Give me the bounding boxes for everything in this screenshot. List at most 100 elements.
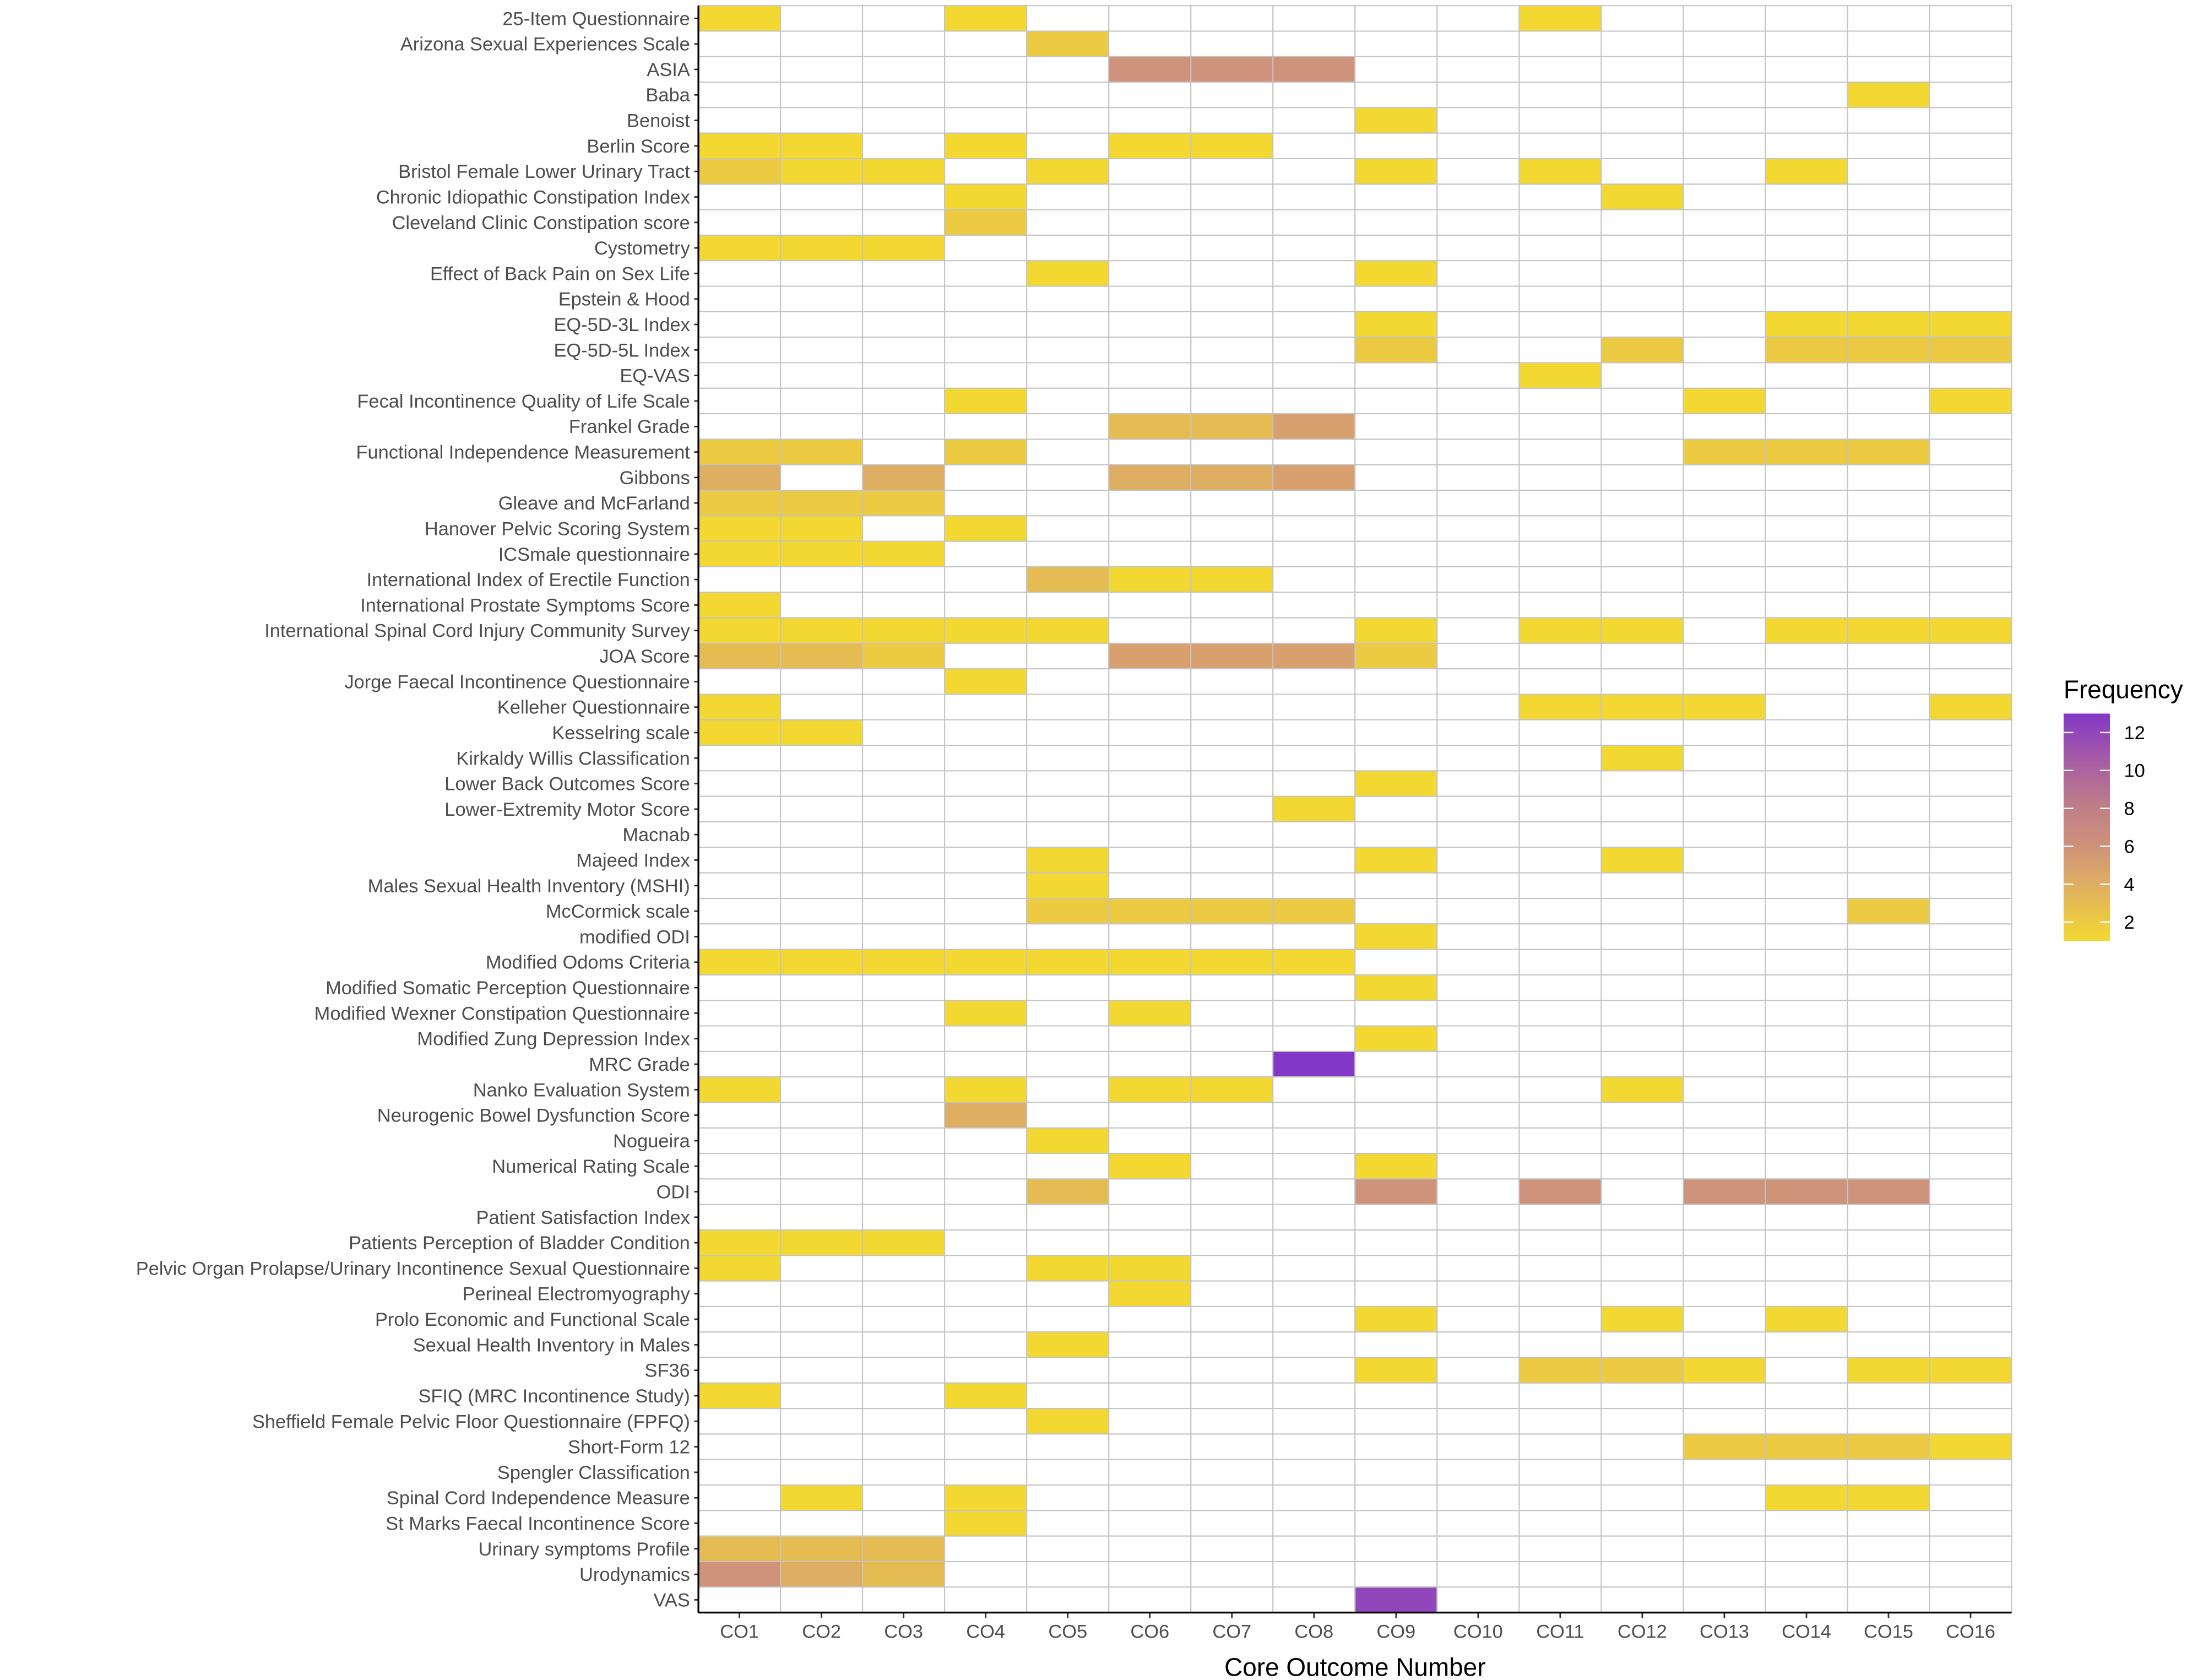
heatmap-cell <box>1518 1331 1602 1358</box>
heatmap-cell <box>698 1204 782 1231</box>
heatmap-cell <box>1190 107 1274 134</box>
heatmap-cell <box>1190 540 1274 567</box>
heatmap-cell <box>1272 540 1356 567</box>
heatmap-cell <box>862 209 946 236</box>
heatmap-cell <box>862 387 946 415</box>
heatmap-cell <box>1190 847 1274 874</box>
y-tick-label: Neurogenic Bowel Dysfunction Score <box>377 1105 690 1126</box>
heatmap-cell <box>698 617 782 644</box>
heatmap-cell <box>1436 745 1520 772</box>
heatmap-cell <box>1518 872 1602 899</box>
heatmap-cell <box>1600 1204 1684 1231</box>
heatmap-cell <box>1847 158 1930 185</box>
heatmap-cell <box>1354 5 1438 32</box>
heatmap-cell <box>1026 821 1110 848</box>
x-tick-label: CO13 <box>1700 1621 1749 1642</box>
heatmap-cell <box>780 1025 864 1052</box>
heatmap-cell <box>1765 1280 1848 1307</box>
heatmap-cell <box>862 5 946 32</box>
heatmap-cell <box>1354 1204 1438 1231</box>
y-tick-label: Majeed Index <box>576 850 690 871</box>
heatmap-cell <box>862 1229 946 1256</box>
heatmap-cell <box>1765 923 1848 950</box>
heatmap-cell <box>1929 464 2012 491</box>
heatmap-cell <box>862 642 946 670</box>
heatmap-cell <box>1436 1102 1520 1129</box>
heatmap-cell <box>1683 1076 1766 1103</box>
heatmap-cell <box>1272 1408 1356 1435</box>
heatmap-cell <box>1190 1560 1274 1588</box>
heatmap-cell <box>1190 1408 1274 1435</box>
heatmap-cell <box>698 642 782 670</box>
heatmap-cell <box>1108 5 1192 32</box>
heatmap-cell <box>944 1408 1028 1435</box>
heatmap-cell <box>862 1357 946 1384</box>
heatmap-cell <box>1436 490 1520 517</box>
heatmap-cell <box>780 1484 864 1511</box>
heatmap-cell <box>1108 464 1192 491</box>
heatmap-cell <box>1600 1510 1684 1537</box>
heatmap-cell <box>1847 592 1930 619</box>
y-tick-label: Lower Back Outcomes Score <box>444 774 690 795</box>
heatmap-cell <box>1354 719 1438 746</box>
heatmap-cell <box>1272 82 1356 109</box>
heatmap-cell <box>1518 974 1602 1001</box>
heatmap-cell <box>1190 285 1274 312</box>
heatmap-cell <box>862 719 946 746</box>
y-tick-label: Effect of Back Pain on Sex Life <box>430 263 690 284</box>
heatmap-cell <box>1518 490 1602 517</box>
heatmap-cell <box>698 1050 782 1078</box>
heatmap-cell <box>1272 1357 1356 1384</box>
legend-tick-label: 12 <box>2124 723 2145 744</box>
heatmap-cell <box>698 82 782 109</box>
heatmap-cell <box>1354 1153 1438 1180</box>
heatmap-cell <box>698 949 782 976</box>
heatmap-cell <box>1108 1510 1192 1537</box>
legend-tick-label: 4 <box>2124 874 2135 895</box>
heatmap-cell <box>1108 1459 1192 1486</box>
heatmap-cell <box>1108 1357 1192 1384</box>
heatmap-cell <box>780 311 864 338</box>
heatmap-cell <box>1929 1484 2012 1511</box>
heatmap-cell <box>944 1433 1028 1460</box>
heatmap-cell <box>1436 1433 1520 1460</box>
heatmap-cell <box>1190 1586 1274 1613</box>
heatmap-cell <box>1847 1102 1930 1129</box>
heatmap-cell <box>944 515 1028 542</box>
y-tick-label: MRC Grade <box>589 1054 690 1075</box>
heatmap-cell <box>698 540 782 567</box>
heatmap-cell <box>862 693 946 720</box>
heatmap-cell <box>1436 1331 1520 1358</box>
heatmap-cell <box>1847 1025 1930 1052</box>
heatmap-cell <box>1518 413 1602 440</box>
heatmap-cell <box>1518 1484 1602 1511</box>
heatmap-cell <box>698 1255 782 1282</box>
heatmap-cell <box>1600 515 1684 542</box>
x-tick-label: CO11 <box>1536 1621 1584 1642</box>
heatmap-cell <box>698 1331 782 1358</box>
heatmap-cell <box>944 897 1028 925</box>
heatmap-cell <box>1436 719 1520 746</box>
heatmap-cell <box>1765 1153 1848 1180</box>
heatmap-cell <box>780 387 864 415</box>
heatmap-cell <box>1518 540 1602 567</box>
heatmap-cell <box>1765 183 1848 210</box>
x-axis-labels: CO1 CO2 CO3 CO4 CO5 CO6 CO7 CO8 CO9 CO10 CO11 CO12 C… <box>720 1621 1995 1642</box>
heatmap-cell <box>1518 82 1602 109</box>
y-tick-label: Perineal Electromyography <box>463 1284 691 1305</box>
heatmap-cell <box>1354 617 1438 644</box>
heatmap-cell <box>1765 234 1848 262</box>
heatmap-cell <box>1190 1484 1274 1511</box>
heatmap-cell <box>1190 795 1274 823</box>
heatmap-cell <box>1929 1560 2012 1588</box>
y-tick-label: St Marks Faecal Incontinence Score <box>386 1514 690 1535</box>
heatmap-cell <box>698 1382 782 1410</box>
heatmap-cell <box>1600 464 1684 491</box>
heatmap-cell <box>1765 566 1848 593</box>
heatmap-cell <box>1765 1357 1848 1384</box>
heatmap-cell <box>1026 82 1110 109</box>
heatmap-cell <box>1190 1357 1274 1384</box>
heatmap-cell <box>1272 285 1356 312</box>
heatmap-cell <box>1683 515 1766 542</box>
heatmap-cell <box>780 1102 864 1129</box>
